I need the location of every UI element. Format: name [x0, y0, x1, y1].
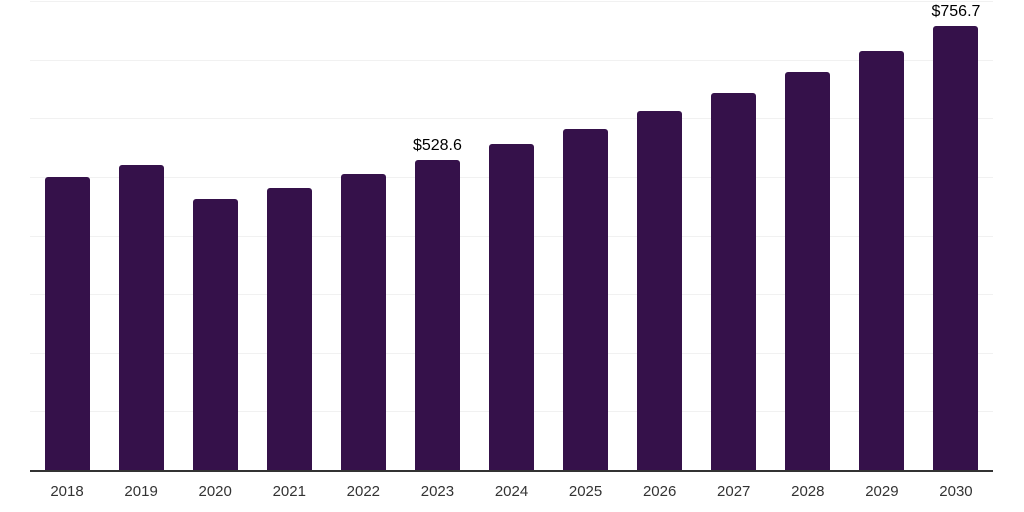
bar-2018 [44, 176, 90, 470]
gridline [30, 118, 993, 120]
bar-value-label-2023: $528.6 [412, 137, 462, 155]
bar-2028 [785, 71, 831, 470]
bar-2030 [933, 26, 979, 470]
x-tick-label: 2030 [939, 483, 973, 500]
x-axis-labels: 2018 2019 2020 2021 2022 2023 2024 2025 2026 2027… [30, 480, 993, 504]
bar-value-label-2030: $756.7 [931, 3, 981, 21]
plot-area: $528.6 $756.7 [30, 1, 993, 472]
x-tick-label: 2026 [642, 483, 677, 500]
bar-2021 [266, 188, 312, 470]
x-tick-label: 2022 [346, 483, 381, 500]
x-tick-label: 2020 [198, 483, 232, 500]
bar-2029 [859, 50, 905, 470]
x-tick-label: 2029 [865, 483, 899, 500]
bar-2023 [414, 160, 460, 470]
bar-2019 [118, 165, 164, 470]
x-tick-label: 2023 [420, 483, 455, 500]
bar-2022 [340, 173, 386, 470]
x-tick-label: 2021 [272, 483, 306, 500]
x-tick-label: 2018 [50, 483, 84, 500]
bar-2024 [489, 144, 534, 470]
bar-2027 [711, 93, 757, 470]
gridline [30, 59, 993, 61]
gridline [30, 1, 993, 2]
x-tick-label: 2019 [124, 483, 158, 500]
x-tick-label: 2025 [568, 483, 603, 500]
bar-2026 [637, 111, 683, 470]
x-tick-label: 2027 [717, 483, 751, 500]
x-tick-label: 2024 [494, 483, 529, 500]
bar-2025 [563, 128, 609, 470]
x-tick-label: 2028 [791, 483, 825, 500]
bar-2020 [192, 199, 238, 470]
